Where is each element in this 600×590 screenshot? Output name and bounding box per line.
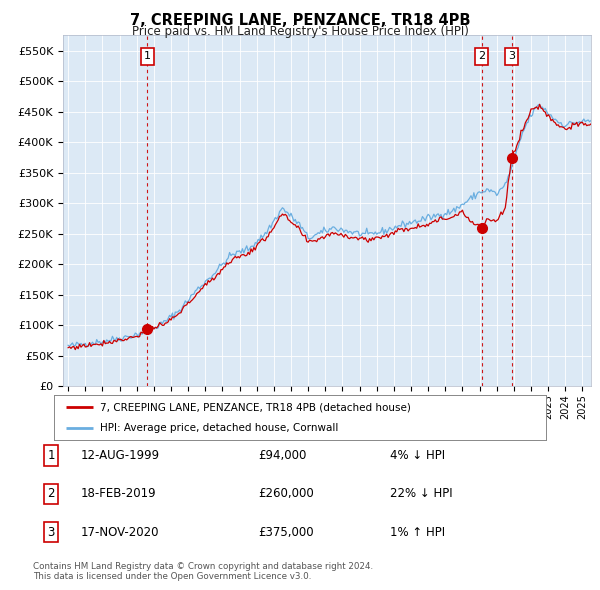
Text: HPI: Average price, detached house, Cornwall: HPI: Average price, detached house, Corn… <box>100 422 338 432</box>
Text: 7, CREEPING LANE, PENZANCE, TR18 4PB (detached house): 7, CREEPING LANE, PENZANCE, TR18 4PB (de… <box>100 402 410 412</box>
Text: 2: 2 <box>478 51 485 61</box>
Text: 18-FEB-2019: 18-FEB-2019 <box>81 487 157 500</box>
Text: 4% ↓ HPI: 4% ↓ HPI <box>390 449 445 462</box>
Text: 12-AUG-1999: 12-AUG-1999 <box>81 449 160 462</box>
Text: 1: 1 <box>144 51 151 61</box>
Text: 3: 3 <box>47 526 55 539</box>
Text: 7, CREEPING LANE, PENZANCE, TR18 4PB: 7, CREEPING LANE, PENZANCE, TR18 4PB <box>130 13 470 28</box>
Text: 1% ↑ HPI: 1% ↑ HPI <box>390 526 445 539</box>
Text: 17-NOV-2020: 17-NOV-2020 <box>81 526 160 539</box>
Text: £94,000: £94,000 <box>258 449 307 462</box>
Text: 3: 3 <box>508 51 515 61</box>
Text: 2: 2 <box>47 487 55 500</box>
Text: Contains HM Land Registry data © Crown copyright and database right 2024.
This d: Contains HM Land Registry data © Crown c… <box>33 562 373 581</box>
Text: 22% ↓ HPI: 22% ↓ HPI <box>390 487 452 500</box>
Text: £375,000: £375,000 <box>258 526 314 539</box>
Text: £260,000: £260,000 <box>258 487 314 500</box>
Text: 1: 1 <box>47 449 55 462</box>
Text: Price paid vs. HM Land Registry's House Price Index (HPI): Price paid vs. HM Land Registry's House … <box>131 25 469 38</box>
